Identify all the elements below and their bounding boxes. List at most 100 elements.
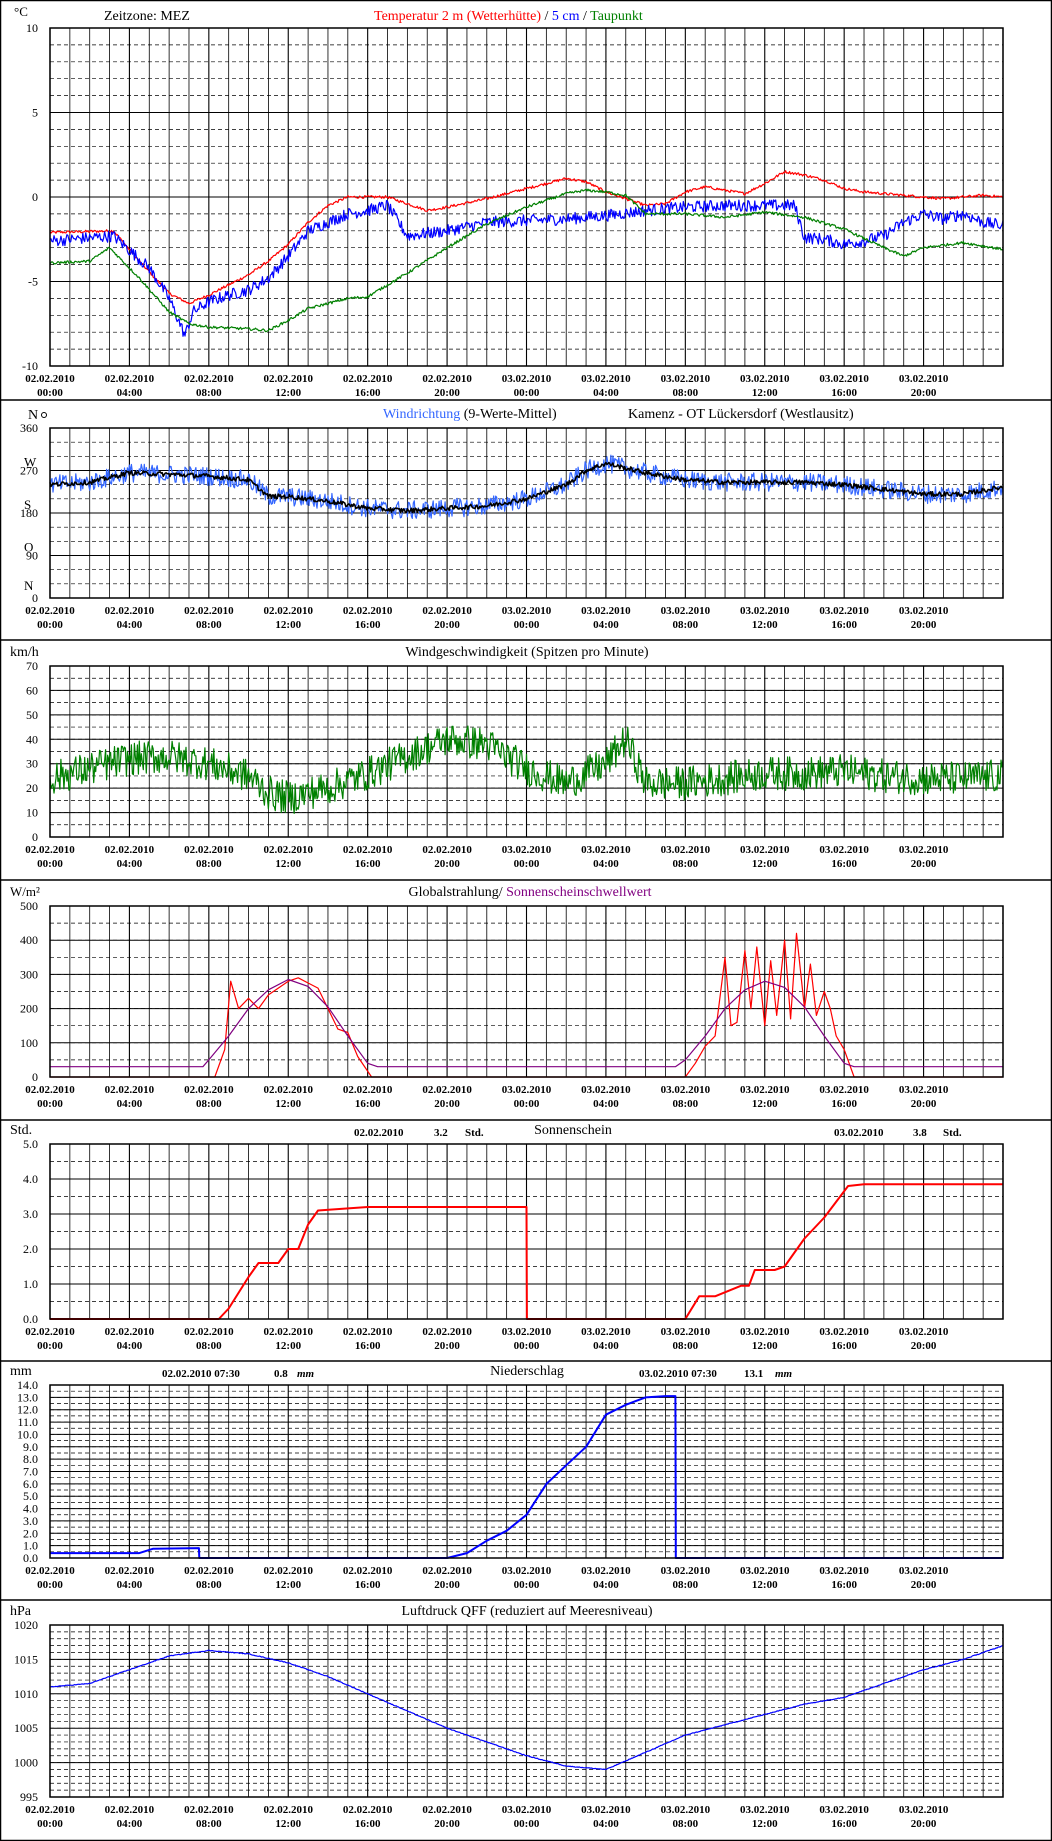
title-part: Taupunkt: [590, 9, 643, 24]
direction-label: W: [24, 455, 37, 470]
x-tick-date: 03.02.2010: [899, 605, 949, 617]
x-tick-date: 02.02.2010: [25, 1084, 75, 1096]
x-tick-date: 03.02.2010: [819, 1326, 869, 1338]
chart-title: Windgeschwindigkeit (Spitzen pro Minute): [405, 645, 649, 660]
x-tick-date: 03.02.2010: [819, 1565, 869, 1577]
y-tick-label: 13.0: [17, 1390, 38, 1404]
x-tick-date: 02.02.2010: [105, 1084, 155, 1096]
y-tick-label: -10: [22, 359, 38, 373]
x-tick-date: 02.02.2010: [343, 844, 393, 856]
x-tick-time: 16:00: [831, 858, 857, 870]
x-tick-date: 02.02.2010: [343, 1565, 393, 1577]
y-tick-label: 4.0: [23, 1172, 38, 1186]
x-tick-time: 04:00: [117, 1579, 143, 1591]
x-tick-date: 02.02.2010: [25, 1565, 75, 1577]
x-tick-date: 02.02.2010: [105, 1326, 155, 1338]
x-tick-time: 12:00: [752, 858, 778, 870]
x-tick-time: 08:00: [196, 1579, 222, 1591]
title-part: Sonnenscheinschwellwert: [506, 885, 652, 900]
x-tick-date: 02.02.2010: [264, 844, 314, 856]
x-tick-time: 12:00: [275, 619, 301, 631]
y-tick-label: 5.0: [23, 1489, 38, 1503]
annotation-value: 13.1: [744, 1368, 763, 1380]
x-tick-date: 03.02.2010: [502, 1326, 552, 1338]
chart-title: Sonnenschein: [534, 1123, 612, 1138]
y-tick-label: 100: [20, 1036, 38, 1050]
chart-title: Globalstrahlung/ Sonnenscheinschwellwert: [408, 885, 651, 900]
direction-label: S: [24, 497, 31, 512]
series-9-werte-mittel: [49, 461, 1004, 514]
grid-precipitation: [49, 1384, 1004, 1559]
x-tick-date: 03.02.2010: [581, 1326, 631, 1338]
x-tick-date: 02.02.2010: [105, 373, 155, 385]
x-tick-date: 03.02.2010: [661, 605, 711, 617]
x-tick-date: 03.02.2010: [661, 1565, 711, 1577]
x-tick-time: 08:00: [672, 1098, 698, 1110]
degree-symbol: [41, 412, 47, 418]
x-tick-time: 20:00: [434, 1818, 460, 1830]
x-tick-date: 02.02.2010: [184, 844, 234, 856]
x-tick-time: 04:00: [593, 619, 619, 631]
x-tick-time: 00:00: [37, 1340, 63, 1352]
x-tick-time: 08:00: [196, 1340, 222, 1352]
y-tick-label: 1020: [14, 1618, 38, 1632]
chart-title: Windrichtung (9-Werte-Mittel): [383, 407, 557, 422]
y-tick-label: 1010: [14, 1687, 38, 1701]
station-name: Kamenz - OT Lückersdorf (Westlausitz): [628, 407, 854, 422]
y-tick-label: 7.0: [23, 1465, 38, 1479]
x-tick-time: 12:00: [752, 1818, 778, 1830]
x-tick-date: 02.02.2010: [264, 373, 314, 385]
x-tick-date: 02.02.2010: [422, 1326, 472, 1338]
x-tick-time: 08:00: [672, 1818, 698, 1830]
x-tick-time: 20:00: [911, 1340, 937, 1352]
x-tick-date: 03.02.2010: [740, 373, 790, 385]
y-tick-label: 0: [32, 190, 38, 204]
x-tick-time: 16:00: [831, 1098, 857, 1110]
plot-border: [49, 1143, 1004, 1320]
panel-precipitation: 0.01.02.03.04.05.06.07.08.09.010.011.012…: [0, 1364, 1052, 1601]
x-tick-date: 03.02.2010: [899, 1804, 949, 1816]
x-tick-time: 16:00: [355, 1818, 381, 1830]
x-tick-date: 03.02.2010: [899, 373, 949, 385]
x-tick-date: 03.02.2010: [899, 844, 949, 856]
x-tick-date: 03.02.2010: [899, 1565, 949, 1577]
x-tick-date: 02.02.2010: [422, 605, 472, 617]
grid-pressure: [49, 1624, 1004, 1798]
x-tick-date: 03.02.2010: [740, 844, 790, 856]
x-tick-date: 03.02.2010: [819, 844, 869, 856]
plot-border: [49, 27, 1004, 367]
x-tick-time: 12:00: [275, 858, 301, 870]
x-tick-date: 03.02.2010: [661, 844, 711, 856]
x-tick-time: 04:00: [593, 1818, 619, 1830]
x-tick-date: 02.02.2010: [25, 605, 75, 617]
grid-radiation: [49, 905, 1004, 1078]
x-tick-date: 02.02.2010: [105, 1804, 155, 1816]
x-tick-time: 08:00: [672, 1340, 698, 1352]
y-tick-label: 40: [26, 732, 38, 746]
x-tick-date: 02.02.2010: [25, 373, 75, 385]
x-tick-date: 02.02.2010: [422, 844, 472, 856]
axis-unit: °C: [14, 4, 28, 19]
x-tick-time: 20:00: [911, 1098, 937, 1110]
x-tick-date: 03.02.2010: [899, 1326, 949, 1338]
y-tick-label: 20: [26, 781, 38, 795]
y-tick-label: 3.0: [23, 1207, 38, 1221]
annotation-unit: mm: [297, 1368, 315, 1380]
title-part: /: [541, 9, 552, 24]
x-tick-time: 12:00: [275, 1818, 301, 1830]
x-tick-date: 02.02.2010: [343, 373, 393, 385]
chart-title: Luftdruck QFF (reduziert auf Meeresnivea…: [401, 1604, 652, 1619]
plot-border: [49, 1624, 1004, 1798]
x-tick-date: 03.02.2010: [661, 1804, 711, 1816]
y-tick-label: 300: [20, 967, 38, 981]
x-tick-date: 02.02.2010: [422, 1084, 472, 1096]
x-tick-time: 20:00: [434, 1340, 460, 1352]
x-tick-date: 03.02.2010: [819, 373, 869, 385]
x-tick-date: 03.02.2010: [502, 844, 552, 856]
y-tick-label: 360: [20, 421, 38, 435]
y-tick-label: 4.0: [23, 1502, 38, 1516]
x-tick-time: 12:00: [275, 1340, 301, 1352]
axis-unit: mm: [10, 1364, 32, 1379]
